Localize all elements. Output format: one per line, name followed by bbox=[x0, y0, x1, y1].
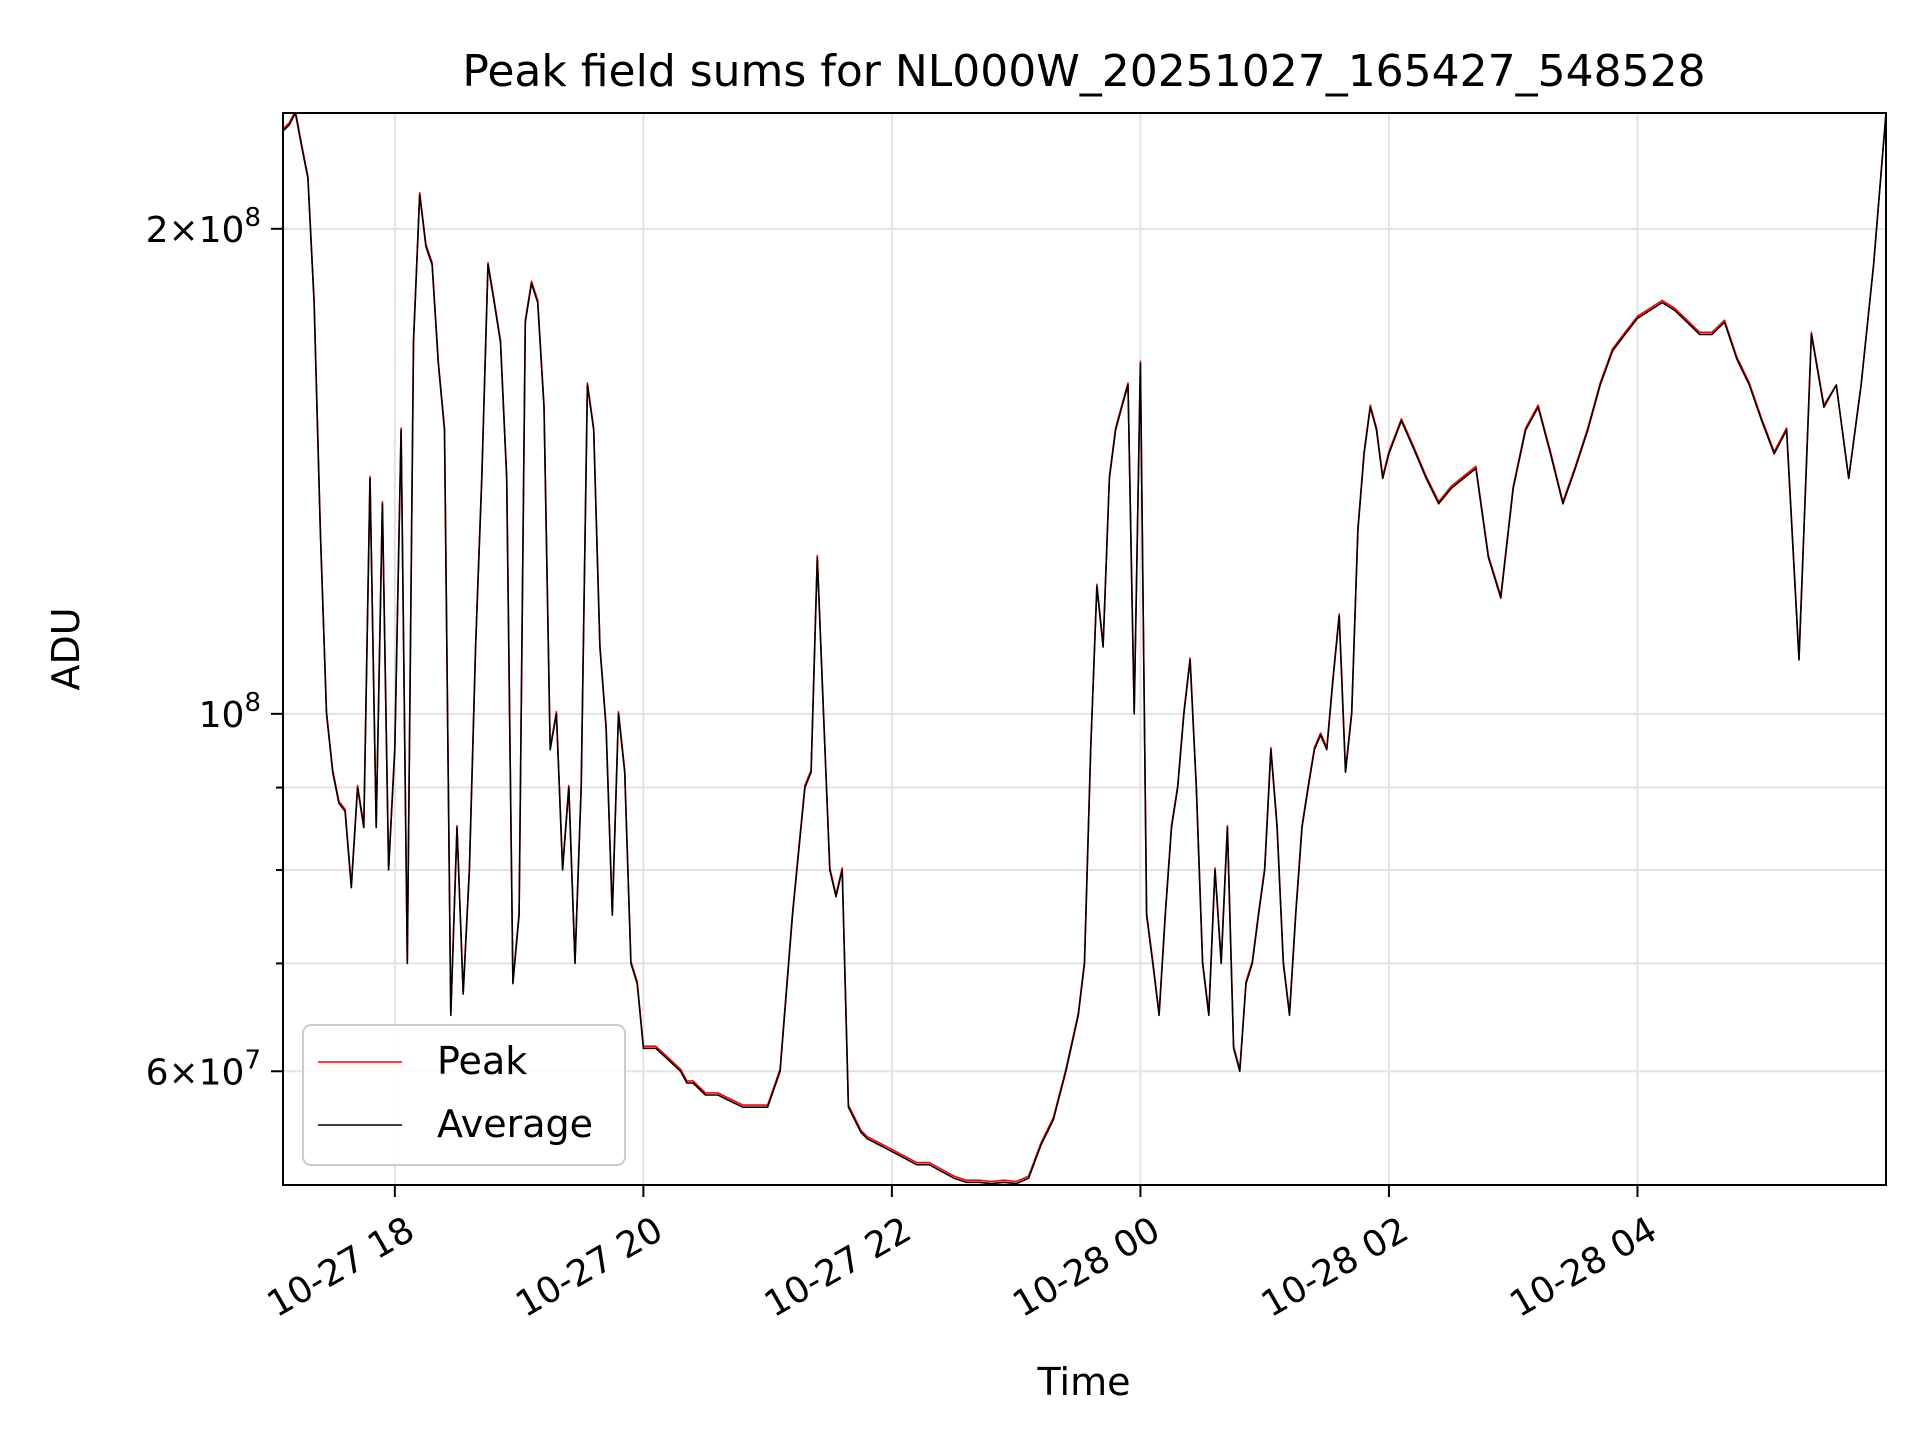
legend-box bbox=[302, 1024, 626, 1166]
plot-area bbox=[283, 113, 1886, 1185]
legend: Peak Average bbox=[302, 1024, 626, 1166]
chart-title: Peak field sums for NL000W_20251027_1654… bbox=[462, 46, 1705, 97]
y-tick-label: 108 bbox=[199, 688, 261, 736]
y-tick-label: 2×108 bbox=[146, 203, 261, 251]
y-tick-label: 6×107 bbox=[146, 1045, 261, 1093]
legend-label-average: Average bbox=[437, 1102, 593, 1146]
legend-label-peak: Peak bbox=[437, 1039, 527, 1083]
y-axis-label: ADU bbox=[44, 607, 88, 690]
x-axis-label: Time bbox=[1037, 1360, 1131, 1404]
series-line-average bbox=[283, 113, 1886, 1185]
plot-frame bbox=[282, 112, 1887, 1186]
